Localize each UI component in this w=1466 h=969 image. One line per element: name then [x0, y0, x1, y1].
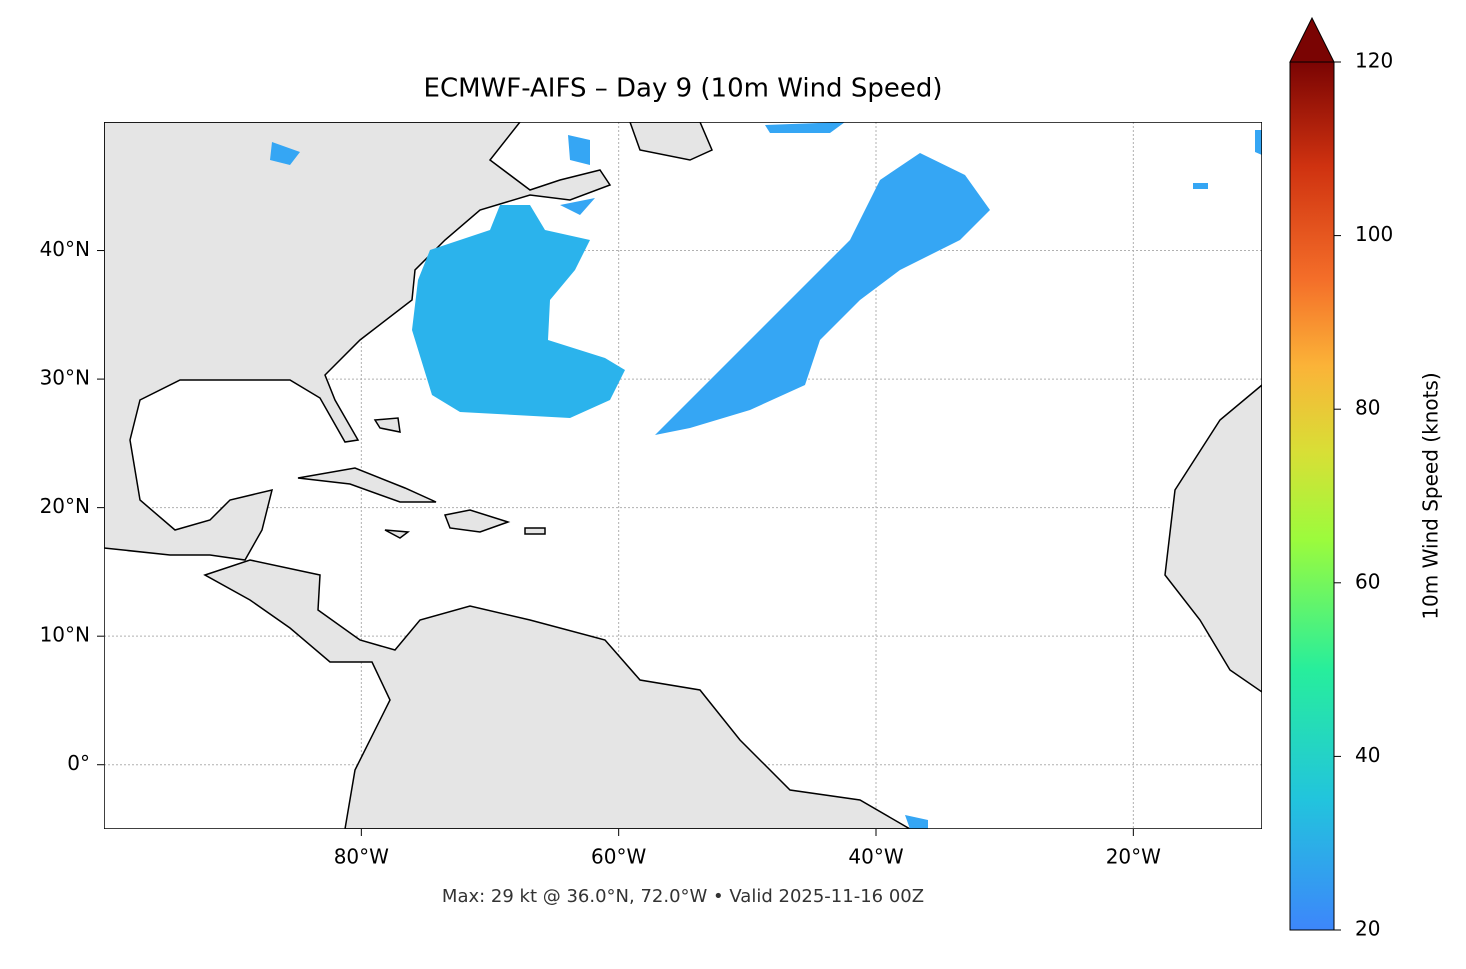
- north-america: [104, 122, 612, 561]
- axes: 80°W 60°W 40°W 20°W 0° 10°N 20°N 30°N 40°N: [40, 237, 1162, 868]
- footer-note: Max: 29 kt @ 36.0°N, 72.0°W • Valid 2025…: [442, 886, 924, 907]
- bahamas: [373, 417, 401, 433]
- y-tick-label: 20°N: [40, 494, 90, 518]
- map-area: [104, 122, 1262, 829]
- colorbar-extend: [1289, 16, 1335, 63]
- y-tick-label: 10°N: [40, 623, 90, 647]
- x-tick-label: 40°W: [848, 845, 903, 869]
- y-tick-label: 30°N: [40, 366, 90, 390]
- quebec-coast: [629, 122, 713, 161]
- x-tick-label: 20°W: [1106, 845, 1161, 869]
- colorbar-tick-label: 100: [1355, 222, 1393, 246]
- colorbar-tick-label: 120: [1355, 49, 1393, 73]
- colorbar-tick-label: 60: [1355, 569, 1380, 593]
- wind-region: [412, 205, 625, 418]
- wind-region: [655, 153, 990, 435]
- colorbar-tick-label: 20: [1355, 917, 1380, 941]
- y-tick-label: 0°: [67, 751, 90, 775]
- central-south-america: [203, 559, 912, 829]
- x-tick-label: 80°W: [334, 845, 389, 869]
- colorbar-tick-label: 80: [1355, 396, 1380, 420]
- colorbar-scale: [1289, 61, 1335, 931]
- colorbar: 10m Wind Speed (knots) 20 40 60 80 100 120: [1289, 16, 1443, 941]
- africa: [1164, 384, 1262, 693]
- map-title: ECMWF-AIFS – Day 9 (10m Wind Speed): [424, 74, 943, 104]
- jamaica: [384, 529, 411, 539]
- cuba: [297, 467, 437, 503]
- colorbar-tick-label: 40: [1355, 743, 1380, 767]
- puerto-rico: [524, 527, 546, 535]
- x-tick-label: 60°W: [591, 845, 646, 869]
- hispaniola: [443, 509, 511, 533]
- colorbar-label: 10m Wind Speed (knots): [1419, 372, 1443, 619]
- y-tick-label: 40°N: [40, 237, 90, 261]
